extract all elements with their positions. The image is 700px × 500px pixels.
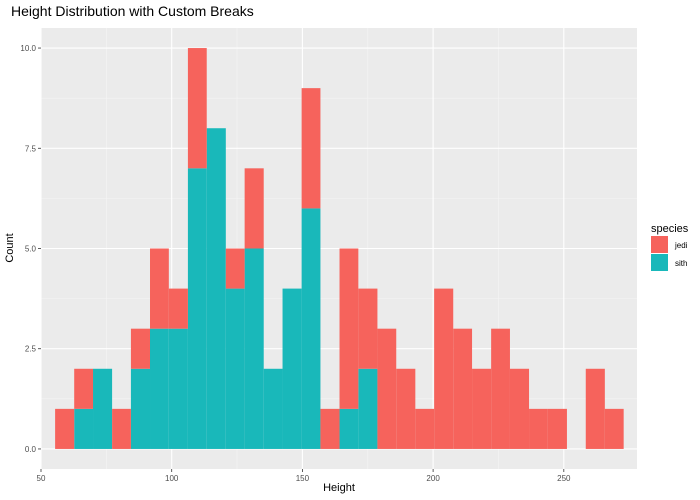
bar-jedi xyxy=(244,168,264,249)
x-tick-label: 200 xyxy=(426,474,440,483)
legend-swatch-jedi xyxy=(651,236,668,253)
bar-sith xyxy=(130,368,151,449)
bar-sith xyxy=(225,288,245,449)
bar-jedi xyxy=(112,408,131,449)
bar-sith xyxy=(206,128,226,449)
bar-jedi xyxy=(415,408,435,449)
bar-jedi xyxy=(55,408,75,449)
bar-sith xyxy=(339,408,359,449)
chart-title: Height Distribution with Custom Breaks xyxy=(11,3,254,19)
legend-label-jedi: jedi xyxy=(674,241,688,250)
bar-jedi xyxy=(472,368,492,449)
bar-jedi xyxy=(434,288,454,449)
legend-swatch-sith xyxy=(651,254,668,271)
bars xyxy=(55,48,624,449)
bar-sith xyxy=(263,368,283,449)
y-tick-label: 0.0 xyxy=(25,445,37,454)
bar-jedi xyxy=(225,248,245,289)
x-tick-label: 150 xyxy=(296,474,310,483)
bar-jedi xyxy=(604,408,624,449)
bar-jedi xyxy=(377,328,397,449)
y-tick-label: 10.0 xyxy=(20,44,36,53)
bar-jedi xyxy=(585,368,605,449)
bar-sith xyxy=(187,168,207,449)
bar-sith xyxy=(74,408,94,449)
x-axis-title: Height xyxy=(323,482,355,494)
bar-sith xyxy=(93,368,113,449)
bar-sith xyxy=(282,288,302,449)
bar-jedi xyxy=(529,408,548,449)
bar-jedi xyxy=(491,328,510,449)
y-axis-title: Count xyxy=(4,233,16,262)
bar-jedi xyxy=(150,248,169,329)
x-tick-label: 250 xyxy=(557,474,571,483)
bar-sith xyxy=(358,368,378,449)
bar-jedi xyxy=(168,288,188,329)
bar-jedi xyxy=(509,368,530,449)
bar-jedi xyxy=(301,88,321,209)
bar-sith xyxy=(150,328,169,449)
bar-jedi xyxy=(130,328,151,369)
legend: species jedi sith xyxy=(651,223,689,271)
bar-jedi xyxy=(453,328,473,449)
bar-jedi xyxy=(320,408,340,449)
y-axis: 0.0 2.5 5.0 7.5 10.0 xyxy=(20,44,41,454)
bar-jedi xyxy=(396,368,416,449)
bar-sith xyxy=(168,328,188,449)
y-tick-label: 5.0 xyxy=(25,245,37,254)
legend-title: species xyxy=(651,223,689,235)
y-tick-label: 7.5 xyxy=(25,144,37,153)
bar-jedi xyxy=(358,288,378,369)
legend-label-sith: sith xyxy=(675,259,687,268)
bar-jedi xyxy=(339,248,359,409)
x-axis: 50 100 150 200 250 xyxy=(37,469,571,483)
x-tick-label: 50 xyxy=(37,474,46,483)
bar-sith xyxy=(244,248,264,449)
bar-jedi xyxy=(547,408,567,449)
bar-jedi xyxy=(74,368,94,409)
x-tick-label: 100 xyxy=(165,474,179,483)
legend-items: jedi sith xyxy=(651,236,688,271)
bar-jedi xyxy=(187,48,207,169)
y-tick-label: 2.5 xyxy=(25,345,37,354)
bar-sith xyxy=(301,208,321,449)
